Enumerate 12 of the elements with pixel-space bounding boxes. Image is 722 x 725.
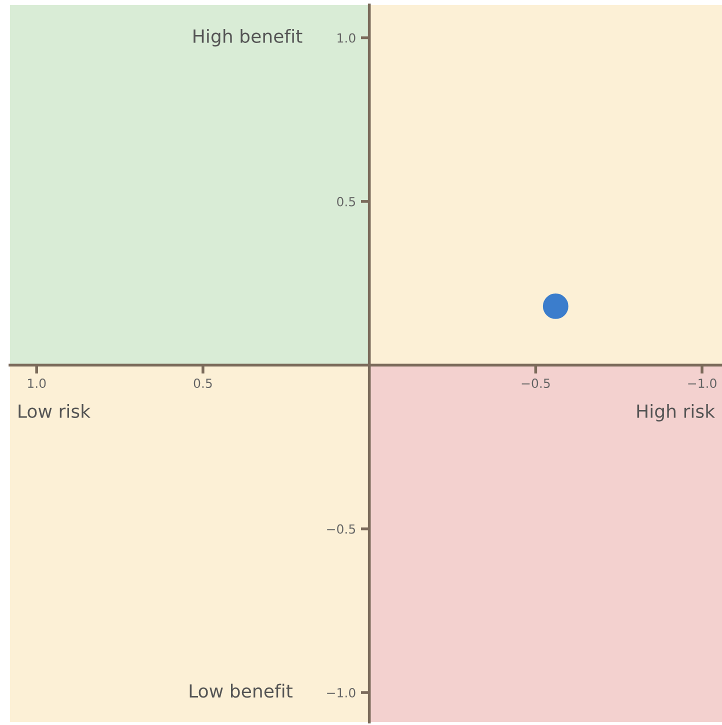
y-tick-label: −1.0 bbox=[327, 688, 356, 698]
annotation: Low benefit bbox=[190, 684, 293, 698]
annotation: Low risk bbox=[18, 404, 90, 418]
x-tick-label: −0.5 bbox=[522, 378, 550, 388]
y-tick-label: 0.5 bbox=[337, 196, 356, 206]
annotation: High benefit bbox=[194, 29, 302, 46]
x-tick-label: 0.5 bbox=[194, 378, 212, 388]
annotation: High risk bbox=[637, 404, 716, 422]
y-tick-label: 1.0 bbox=[338, 33, 356, 43]
x-tick-label: 1.0 bbox=[28, 378, 46, 388]
x-tick-label: −1.0 bbox=[688, 378, 716, 388]
y-tick-label: −0.5 bbox=[327, 524, 356, 534]
